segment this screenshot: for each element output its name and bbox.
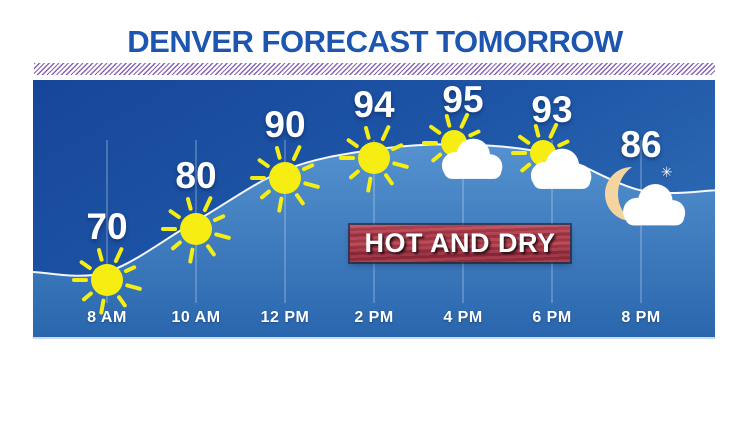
- time-label: 2 PM: [354, 309, 394, 326]
- weather-icon: [62, 235, 152, 325]
- temperature-label: 80: [175, 155, 217, 196]
- weather-icon: [418, 108, 508, 198]
- hot-and-dry-banner: HOT AND DRY: [350, 225, 570, 262]
- sparkle-icon: ✳: [660, 164, 673, 181]
- time-label: 8 PM: [621, 309, 661, 326]
- weather-icon: [507, 118, 597, 208]
- temperature-label: 90: [264, 104, 306, 145]
- sun-icon: [161, 196, 231, 264]
- forecast-chart: 70 8 AM 80 10 AM 90 12 PM 94 2 PM 95 4 P…: [33, 78, 715, 337]
- temperature-label: 93: [531, 88, 573, 130]
- time-label: 8 AM: [87, 309, 127, 326]
- sun-icon: [72, 247, 142, 315]
- temperature-label: 86 ✳: [620, 124, 673, 181]
- temperature-label: 70: [86, 206, 128, 247]
- sun-icon: [250, 145, 320, 213]
- temperature-label: 94: [353, 83, 395, 125]
- weather-icon: [240, 133, 330, 223]
- sun-behind-cloud-icon: [511, 122, 592, 189]
- hatch-divider: [34, 63, 715, 75]
- time-label: 10 AM: [171, 309, 221, 326]
- sun-behind-cloud-icon: [422, 112, 503, 179]
- time-label: 6 PM: [532, 309, 572, 326]
- moon-behind-cloud-icon: [605, 167, 686, 226]
- page-title: DENVER FORECAST TOMORROW: [127, 24, 623, 59]
- time-label: 12 PM: [260, 309, 310, 326]
- sun-icon: [339, 124, 409, 193]
- weather-icon: [329, 113, 419, 203]
- time-label: 4 PM: [443, 309, 483, 326]
- weather-icon: [596, 153, 686, 243]
- weather-icon: [151, 184, 241, 274]
- temperature-label: 95: [442, 78, 484, 120]
